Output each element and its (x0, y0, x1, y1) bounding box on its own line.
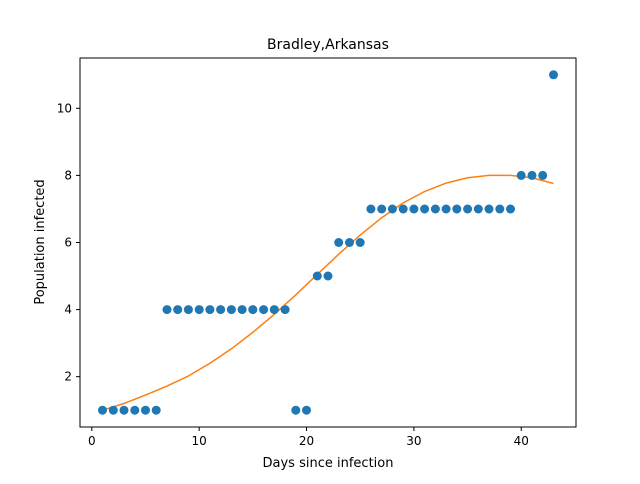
x-tick-label: 0 (88, 434, 96, 448)
data-point (463, 204, 473, 214)
data-point (345, 238, 354, 247)
data-point (259, 305, 269, 315)
y-tick-label: 10 (57, 101, 72, 115)
data-point (366, 204, 376, 214)
data-point (549, 70, 558, 80)
data-point (119, 405, 129, 415)
data-point (151, 405, 161, 415)
data-point (237, 305, 247, 315)
data-point (355, 238, 365, 247)
data-point (248, 305, 258, 315)
data-point (473, 204, 483, 214)
y-axis-label: Population infected (33, 179, 48, 304)
data-point (387, 204, 397, 214)
data-point (312, 271, 322, 281)
plot-area (98, 70, 558, 415)
data-point (452, 204, 462, 214)
ticks: 0 10 20 30 40 2 4 6 8 10 (57, 101, 529, 448)
data-point (302, 405, 311, 415)
data-point (141, 405, 150, 415)
fit-line (102, 174, 554, 411)
data-point (430, 204, 440, 214)
data-point (108, 405, 118, 415)
data-point (98, 405, 107, 415)
data-point (216, 305, 226, 315)
data-point (162, 305, 172, 315)
data-point (420, 204, 430, 214)
chart-title: Bradley,Arkansas (267, 37, 389, 53)
x-tick-label: 40 (514, 434, 529, 448)
data-point (506, 204, 515, 214)
data-point (291, 405, 301, 415)
y-tick-label: 4 (64, 303, 72, 317)
data-point (409, 204, 419, 214)
data-point (323, 271, 333, 281)
data-point (495, 204, 505, 214)
data-point (398, 204, 408, 214)
data-point (334, 238, 344, 247)
y-tick-label: 8 (64, 168, 72, 182)
x-tick-label: 20 (299, 434, 314, 448)
data-point (280, 305, 290, 315)
data-point (269, 305, 279, 315)
data-point (484, 204, 494, 214)
data-point (173, 305, 183, 315)
data-point (516, 170, 526, 180)
data-point (183, 305, 193, 315)
x-axis-label: Days since infection (263, 456, 394, 471)
data-point (130, 405, 140, 415)
y-tick-label: 6 (64, 236, 72, 250)
data-point (194, 305, 204, 315)
data-point (538, 170, 548, 180)
y-tick-label: 2 (64, 370, 72, 384)
x-tick-label: 10 (192, 434, 207, 448)
data-point (377, 204, 387, 214)
data-point (441, 204, 451, 214)
axes-frame (79, 57, 577, 428)
data-point (226, 305, 236, 315)
data-point (205, 305, 215, 315)
x-tick-label: 30 (406, 434, 421, 448)
data-point (527, 170, 537, 180)
